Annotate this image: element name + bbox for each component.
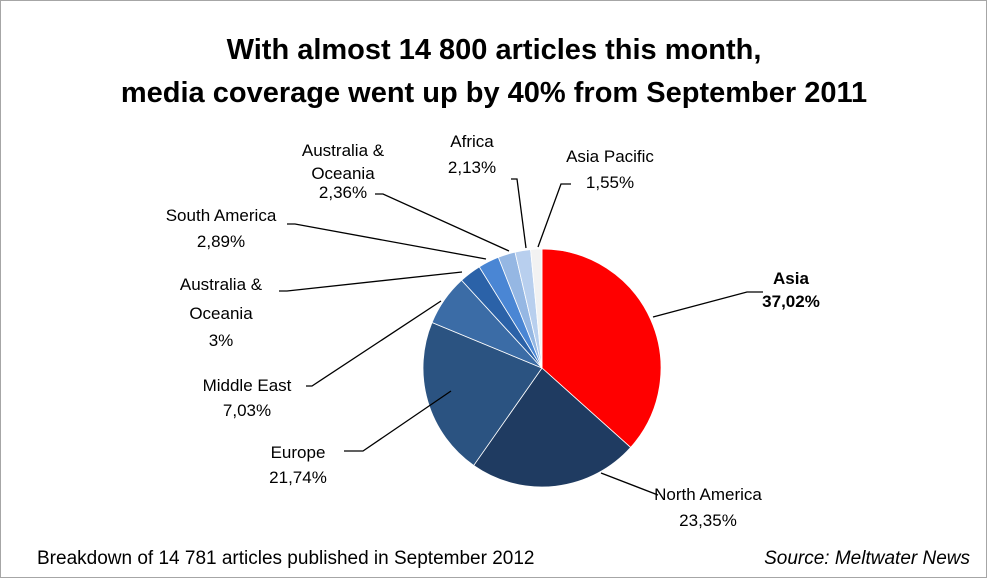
pie-slices xyxy=(422,248,662,488)
chart-title-line-2: media coverage went up by 40% from Septe… xyxy=(121,77,867,109)
slice-name-label: Europe xyxy=(271,443,326,462)
pie-slice-1 xyxy=(541,248,662,448)
pie-slice-3 xyxy=(422,321,543,466)
footer-source: Source: Meltwater News xyxy=(764,548,970,569)
slice-name-label-line-2: Oceania xyxy=(189,304,253,323)
slice-name-label: South America xyxy=(166,206,277,225)
leader-line-9 xyxy=(537,183,571,248)
slice-name-label-line-1: Australia & xyxy=(180,275,263,294)
leader-line-6 xyxy=(287,223,487,260)
leader-line-4 xyxy=(306,300,442,387)
slice-value-label: 23,35% xyxy=(679,511,737,530)
chart-title-line-1: With almost 14 800 articles this month, xyxy=(227,34,762,66)
slice-value-label: 2,36% xyxy=(319,183,367,202)
slice-value-label: 7,03% xyxy=(223,401,271,420)
pie-slice-9 xyxy=(530,248,543,369)
leader-line-5 xyxy=(279,271,463,292)
slice-value-label: 37,02% xyxy=(762,292,820,311)
leader-line-1 xyxy=(652,291,763,318)
leader-line-7 xyxy=(375,193,510,252)
slice-name-label: Africa xyxy=(450,132,494,151)
leader-lines xyxy=(279,178,763,496)
slice-labels: Asia 37,02% North America 23,35% Europe 21,74… xyxy=(166,132,820,530)
leader-line-3 xyxy=(344,390,452,452)
slice-name-label-line-2: Oceania xyxy=(311,164,375,183)
slice-name-label: Asia xyxy=(773,269,809,288)
slice-name-label: Asia Pacific xyxy=(566,147,654,166)
slice-value-label: 21,74% xyxy=(269,468,327,487)
slice-value-label: 2,13% xyxy=(448,158,496,177)
pie-slice-2 xyxy=(473,367,632,488)
slice-value-label: 2,89% xyxy=(197,232,245,251)
slice-name-label: Middle East xyxy=(203,376,292,395)
footer-caption: Breakdown of 14 781 articles published i… xyxy=(37,548,535,569)
slice-name-label-line-1: Australia & xyxy=(302,141,385,160)
slice-value-label: 3% xyxy=(209,331,234,350)
leader-line-8 xyxy=(511,178,527,249)
slice-value-label: 1,55% xyxy=(586,173,634,192)
leader-line-2 xyxy=(600,472,659,496)
slice-name-label: North America xyxy=(654,485,762,504)
